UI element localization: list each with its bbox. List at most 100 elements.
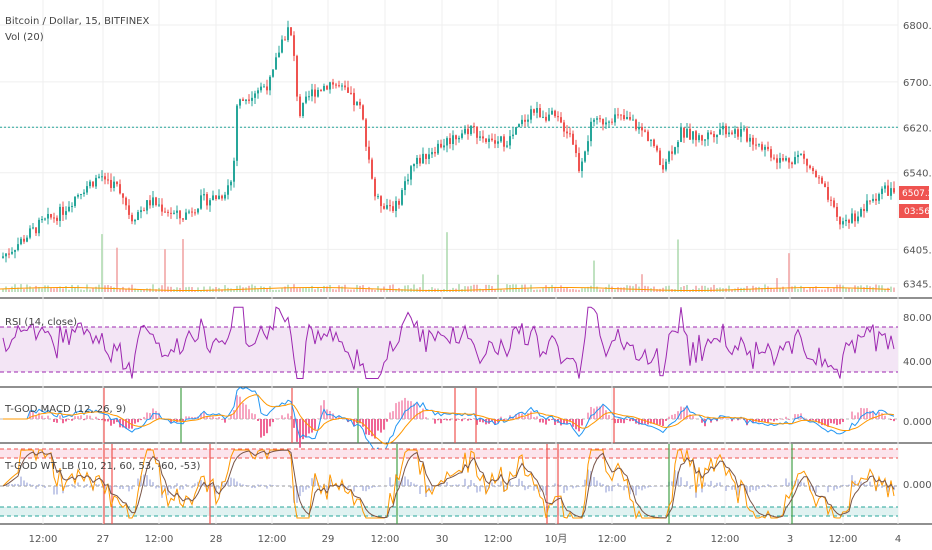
rsi-line xyxy=(2,306,895,379)
wt-hist-bar xyxy=(446,481,448,486)
candle-body xyxy=(344,85,346,88)
wt-hist-bar xyxy=(686,481,688,486)
candle-body xyxy=(716,134,718,138)
volume-bar xyxy=(701,285,703,292)
macd-hist-bar xyxy=(722,417,724,419)
macd-hist-bar xyxy=(446,419,448,421)
wt-hist-bar xyxy=(260,484,262,486)
wt-hist-bar xyxy=(815,486,817,493)
macd-hist-bar xyxy=(206,416,208,419)
candle-body xyxy=(554,110,556,117)
macd-hist-bar xyxy=(809,419,811,421)
volume-bar xyxy=(575,289,577,292)
volume-bar xyxy=(590,285,592,292)
volume-bar xyxy=(545,285,547,292)
macd-hist-bar xyxy=(29,410,31,419)
candle-body xyxy=(836,206,838,217)
volume-title[interactable]: Vol (20) xyxy=(5,32,44,43)
macd-hist-bar xyxy=(725,418,727,419)
wt-hist-bar xyxy=(140,475,142,486)
macd-hist-bar xyxy=(836,419,838,426)
volume-bar xyxy=(809,287,811,292)
candle-body xyxy=(212,195,214,201)
rsi-title[interactable]: RSI (14, close) xyxy=(5,317,77,328)
volume-bar xyxy=(560,285,562,292)
wt-hist-bar xyxy=(824,486,826,487)
volume-bar xyxy=(551,284,553,292)
candle-body xyxy=(872,198,874,201)
candle-body xyxy=(356,101,358,106)
macd-hist-bar xyxy=(242,402,244,419)
candle-body xyxy=(41,219,43,221)
wt-hist-bar xyxy=(701,486,703,493)
candle-body xyxy=(89,181,91,187)
wt-hist-bar xyxy=(104,486,106,491)
macd-hist-bar xyxy=(179,419,181,422)
candle-body xyxy=(296,55,298,97)
symbol-title[interactable]: Bitcoin / Dollar, 15, BITFINEX xyxy=(5,16,149,27)
time-tick-label: 10月 xyxy=(545,533,568,545)
candle-body xyxy=(392,206,394,211)
macd-hist-bar xyxy=(824,419,826,426)
wt-hist-bar xyxy=(59,484,61,486)
macd-hist-bar xyxy=(68,419,70,420)
candle-body xyxy=(644,130,646,132)
candle-body xyxy=(803,153,805,159)
macd-hist-bar xyxy=(74,416,76,419)
wt-hist-bar xyxy=(602,484,604,486)
candle-body xyxy=(125,197,127,206)
wt-hist-bar xyxy=(119,486,121,490)
candle-body xyxy=(671,151,673,154)
candle-body xyxy=(638,126,640,130)
macd-hist-bar xyxy=(266,419,268,434)
candle-body xyxy=(395,200,397,211)
candle-body xyxy=(233,160,235,182)
volume-bar xyxy=(767,286,769,292)
wt-hist-bar xyxy=(185,484,187,486)
time-tick-label: 12:00 xyxy=(145,534,174,545)
volume-bar xyxy=(506,284,508,292)
wt-hist-bar xyxy=(467,486,469,489)
volume-bar xyxy=(422,274,424,292)
volume-bar xyxy=(713,284,715,292)
wt-hist-bar xyxy=(764,486,766,488)
wt-title[interactable]: T-GOD WT_LB (10, 21, 60, 53, -60, -53) xyxy=(4,461,201,472)
macd-hist-bar xyxy=(218,417,220,419)
volume-bar xyxy=(365,289,367,292)
macd-hist-bar xyxy=(527,413,529,419)
volume-bar xyxy=(44,285,46,292)
volume-bar xyxy=(11,286,13,292)
candle-body xyxy=(449,138,451,144)
macd-hist-bar xyxy=(626,419,628,420)
candle-body xyxy=(572,133,574,145)
macd-hist-bar xyxy=(71,419,73,421)
wt-hist-bar xyxy=(623,486,625,491)
macd-hist-bar xyxy=(461,419,463,422)
candle-body xyxy=(284,39,286,41)
candle-body xyxy=(425,153,427,159)
macd-hist-bar xyxy=(587,412,589,419)
wt-hist-bar xyxy=(245,485,247,486)
candle-body xyxy=(800,153,802,155)
macd-hist-bar xyxy=(605,410,607,419)
wt-hist-bar xyxy=(170,486,172,489)
candle-body xyxy=(530,109,532,120)
macd-hist-bar xyxy=(578,419,580,432)
macd-hist-bar xyxy=(599,406,601,419)
price-tick-label: 6405.0 xyxy=(903,245,932,256)
wt-hist-bar xyxy=(110,486,112,495)
macd-title[interactable]: T-GOD MACD (12, 26, 9) xyxy=(4,404,126,415)
macd-hist-bar xyxy=(248,409,250,419)
wt-hist-bar xyxy=(632,486,634,492)
candle-body xyxy=(635,119,637,130)
candle-body xyxy=(854,213,856,222)
wt-hist-bar xyxy=(56,486,58,495)
candle-body xyxy=(707,132,709,140)
volume-bar xyxy=(164,249,166,292)
candle-body xyxy=(455,135,457,140)
time-tick-label: 12:00 xyxy=(371,534,400,545)
candle-body xyxy=(680,127,682,142)
candle-body xyxy=(608,121,610,123)
